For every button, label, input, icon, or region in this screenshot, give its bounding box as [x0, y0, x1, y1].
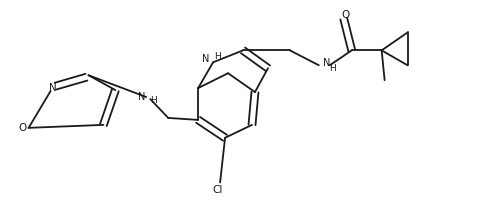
Text: N: N: [323, 58, 330, 68]
Text: H: H: [329, 64, 336, 73]
Text: N: N: [48, 83, 56, 93]
Text: N: N: [202, 54, 209, 64]
Text: H: H: [150, 96, 157, 105]
Text: N: N: [138, 92, 145, 102]
Text: O: O: [342, 10, 350, 20]
Text: H: H: [214, 52, 221, 61]
Text: Cl: Cl: [212, 185, 222, 195]
Text: O: O: [18, 123, 27, 133]
